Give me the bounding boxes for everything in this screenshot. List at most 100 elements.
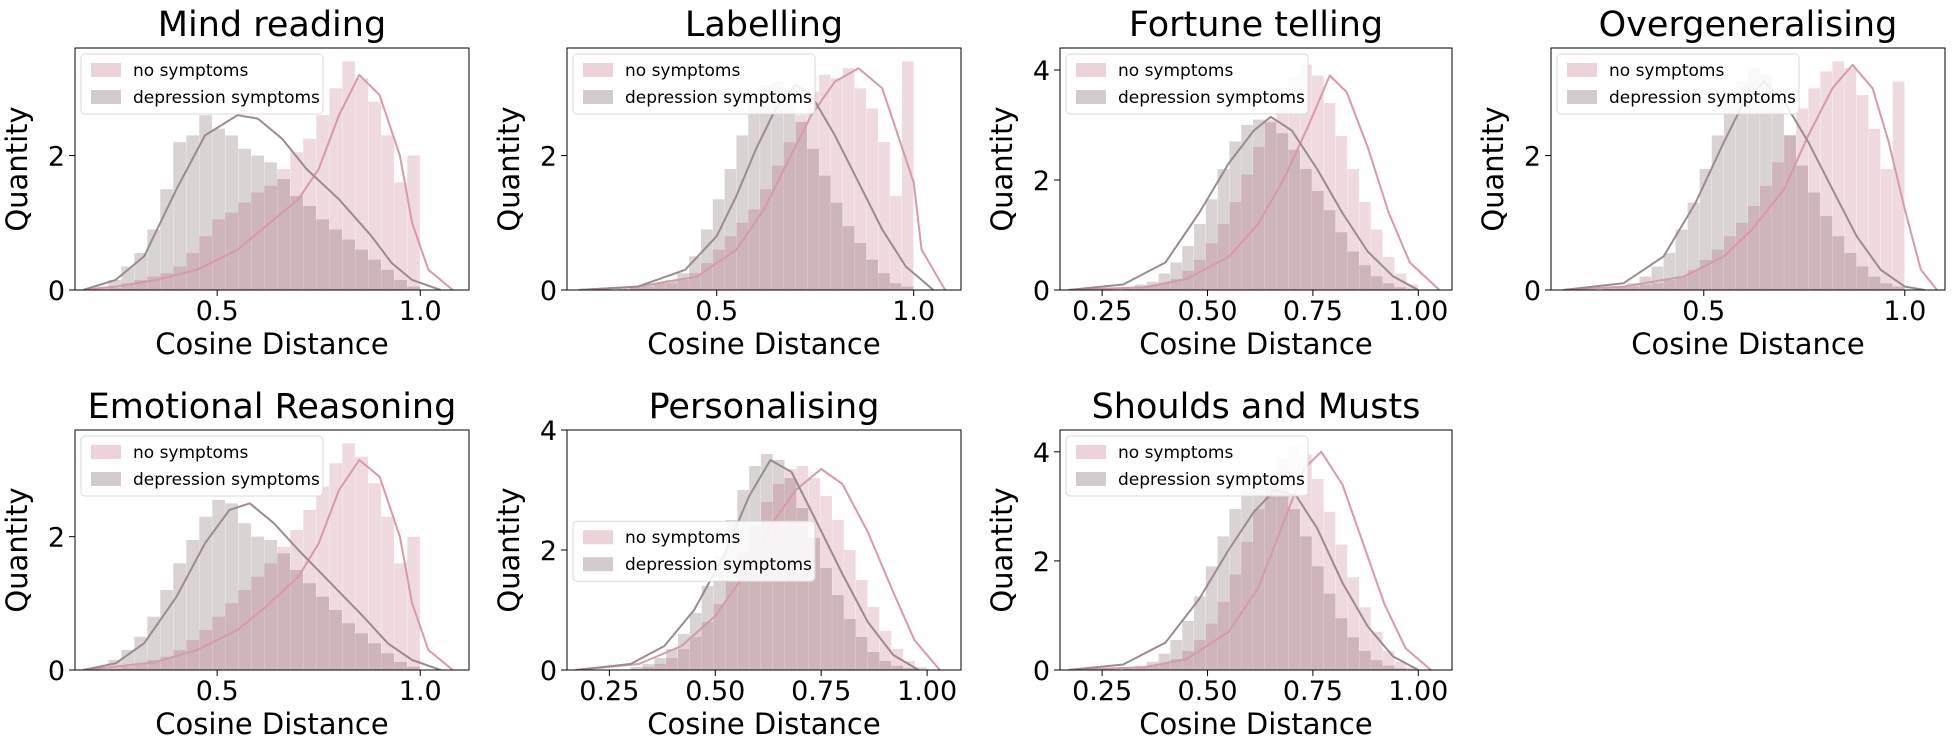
histogram-bar [160, 590, 173, 670]
histogram-bar [1748, 68, 1760, 290]
histogram-overlap-bar [1135, 667, 1147, 670]
histogram-overlap-bar [1288, 149, 1300, 290]
histogram-bar [748, 101, 760, 290]
histogram-bar [381, 516, 394, 670]
y-axis-label: Quantity [0, 487, 34, 612]
histogram-bar [844, 550, 856, 670]
histogram-overlap-bar [878, 273, 890, 290]
histogram-overlap-bar [783, 142, 796, 290]
histogram-overlap-bar [1880, 283, 1893, 290]
legend-swatch-no-symptoms [91, 445, 121, 459]
legend-label: depression symptoms [133, 88, 320, 108]
y-tick-label: 0 [1033, 276, 1050, 307]
histogram-overlap-bar [1371, 276, 1383, 290]
histogram-bar [1711, 135, 1724, 290]
histogram-overlap-bar [355, 633, 368, 670]
y-axis-label: Quantity [0, 106, 34, 231]
chart-panel: 0.5 1.0 0 2 Emotional Reasoning Cosine Distan… [0, 387, 470, 741]
histogram-overlap-bar [689, 273, 701, 290]
legend-label: no symptoms [1118, 61, 1233, 81]
histogram-overlap-bar [1123, 288, 1135, 290]
histogram-overlap-bar [737, 553, 749, 670]
histogram-overlap-bar [1675, 276, 1688, 290]
legend-label: depression symptoms [133, 470, 320, 490]
histogram-overlap-bar [1158, 663, 1171, 670]
legend-swatch-no-symptoms [1076, 445, 1106, 459]
y-tick-label: 4 [1033, 56, 1050, 87]
histogram-bar [1347, 577, 1359, 670]
histogram-bar [1832, 61, 1845, 290]
histogram-overlap-bar [748, 209, 760, 290]
chart-title: Fortune telling [1129, 5, 1383, 45]
histogram-bar [1382, 257, 1395, 290]
y-tick-label: 0 [540, 276, 557, 307]
histogram-overlap-bar [316, 219, 329, 290]
histogram-bar [147, 616, 160, 670]
axes-frame [1550, 47, 1946, 291]
histogram-overlap-bar [368, 259, 381, 290]
histogram-overlap-bar [1347, 637, 1359, 670]
legend-box [1065, 435, 1309, 497]
y-tick-label: 0 [48, 656, 65, 687]
histogram-bar [1820, 71, 1833, 290]
histogram-overlap-bar [832, 595, 844, 670]
x-tick-label: 1.0 [892, 296, 935, 327]
histogram-overlap-bar [264, 563, 277, 670]
chart-title: Overgeneralising [1599, 5, 1898, 45]
histogram-bar [618, 288, 630, 290]
histogram-bar [394, 182, 407, 290]
legend: no symptoms depression symptoms [1556, 53, 1800, 115]
x-tick-label: 0.5 [695, 296, 738, 327]
y-tick-label: 4 [540, 416, 557, 447]
histogram-overlap-bar [891, 665, 904, 670]
histogram-bar [407, 536, 420, 670]
chart-title: Labelling [685, 5, 843, 45]
y-tick-label: 2 [48, 523, 65, 554]
histogram-overlap-bar [1300, 169, 1312, 290]
histogram-bar [186, 135, 199, 290]
histogram-overlap-bar [1359, 265, 1371, 290]
histogram-overlap-bar [879, 661, 892, 670]
histogram-overlap-bar [342, 623, 355, 670]
histogram-overlap-bar [1123, 668, 1135, 670]
legend-swatch-depression [91, 472, 121, 486]
legend-box [572, 520, 816, 582]
chart-panel: 0.25 0.50 0.75 1.00 0 2 4 Personalising Cosine D… [492, 387, 962, 741]
histogram-overlap-bar [1382, 283, 1395, 290]
axes-frame [566, 47, 962, 291]
histogram-overlap-bar [290, 570, 303, 670]
histogram-overlap-bar [1146, 665, 1159, 670]
histogram-overlap-bar [199, 236, 212, 290]
x-tick-label: 1.0 [399, 296, 442, 327]
histogram-overlap-bar [1359, 650, 1371, 670]
legend-swatch-no-symptoms [1567, 63, 1597, 77]
legend-swatch-depression [583, 557, 613, 572]
x-tick-label: 1.00 [1388, 676, 1448, 707]
kde-line-no-symptoms [578, 67, 947, 290]
histogram-overlap-bar [1748, 205, 1760, 290]
legend-swatch-depression [1076, 472, 1106, 486]
y-tick-label: 0 [48, 276, 65, 307]
histogram-overlap-bar [1194, 259, 1206, 290]
histogram-overlap-bar [186, 640, 199, 670]
histogram-bar [1856, 95, 1869, 290]
histogram-bar [1158, 273, 1171, 290]
histogram-bar [1371, 631, 1383, 670]
histogram-overlap-bar [842, 226, 855, 290]
legend-label: no symptoms [133, 443, 248, 463]
x-tick-label: 1.00 [897, 676, 957, 707]
histogram-overlap-bar [1844, 253, 1857, 290]
histogram-overlap-bar [1796, 165, 1809, 290]
kde-line-depression [575, 459, 920, 670]
histogram-bar [1808, 88, 1821, 290]
histogram-overlap-bar [807, 148, 819, 290]
histogram-overlap-bar [368, 643, 381, 670]
histogram-overlap-bar [1687, 269, 1700, 290]
histogram-bar [1699, 169, 1712, 290]
plot-area [578, 61, 947, 290]
histogram-overlap-bar [225, 603, 238, 670]
legend: no symptoms depression symptoms [572, 53, 816, 115]
histogram-overlap-bar [1772, 162, 1784, 290]
histogram-overlap-bar [394, 279, 407, 290]
histogram-overlap-bar [713, 604, 726, 670]
